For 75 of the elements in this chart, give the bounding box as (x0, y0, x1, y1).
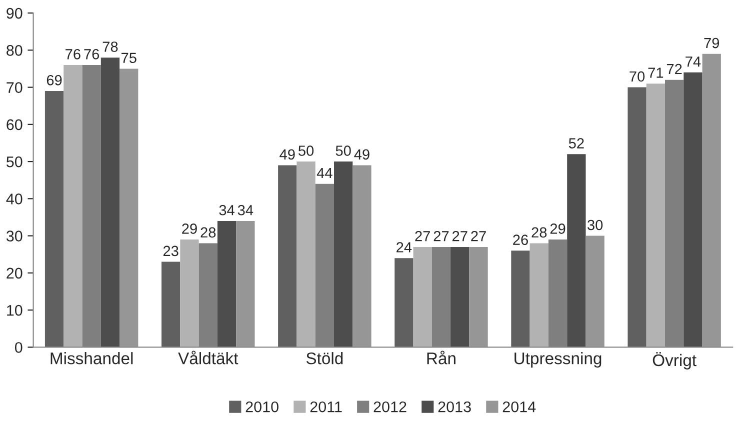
data-label: 76 (84, 49, 100, 60)
x-tick-label: Rån (427, 350, 456, 364)
data-label: 76 (66, 49, 80, 60)
data-label: 26 (513, 234, 528, 245)
y-tick-label: 10 (7, 304, 22, 316)
y-tick-label: 30 (6, 230, 22, 242)
data-label: 75 (122, 52, 136, 64)
data-label: 27 (452, 230, 468, 242)
y-tick-label: 50 (6, 156, 22, 168)
y-tick-label: 70 (6, 82, 22, 93)
data-label: 49 (280, 149, 295, 160)
data-label: 28 (200, 227, 216, 238)
data-label: 24 (396, 242, 412, 252)
bar (217, 220, 236, 348)
bar (296, 162, 316, 348)
legend-label: 2014 (502, 401, 536, 412)
bar (278, 165, 297, 348)
bar (120, 68, 138, 348)
bar (100, 58, 120, 348)
data-label: 52 (568, 138, 584, 148)
data-label: 34 (219, 204, 234, 216)
data-label: 29 (550, 224, 566, 234)
x-tick-label: Misshandel (50, 352, 133, 364)
y-tick-label: 80 (6, 45, 22, 56)
bar (530, 243, 548, 348)
data-label: 74 (686, 56, 701, 67)
data-label: 78 (102, 42, 118, 52)
bar (628, 87, 646, 348)
data-label: 72 (666, 64, 682, 74)
y-tick-label: 90 (6, 8, 22, 19)
x-tick-label: Stöld (306, 352, 343, 364)
data-label: 28 (532, 227, 547, 238)
data-label: 50 (298, 146, 314, 156)
bar (334, 162, 353, 348)
data-label: 44 (316, 168, 332, 178)
data-label: 79 (704, 38, 720, 48)
bar (413, 246, 432, 348)
legend-label: 2011 (310, 401, 342, 412)
legend-label: 2013 (438, 401, 471, 412)
x-tick-label: Utpressning (514, 352, 602, 368)
data-label: 69 (46, 75, 62, 86)
data-label: 70 (630, 71, 645, 82)
bar (511, 250, 530, 348)
data-label: 27 (471, 230, 486, 242)
bar (64, 65, 82, 348)
x-tick-label: Övrigt (652, 352, 696, 370)
data-label: 49 (354, 149, 370, 160)
data-label: 27 (434, 230, 449, 242)
data-label: 29 (182, 224, 197, 234)
bar (394, 258, 414, 348)
bar (162, 262, 180, 348)
bar (567, 154, 586, 348)
y-tick-label: 40 (6, 194, 22, 204)
y-tick-label: 0 (14, 342, 22, 353)
data-label: 27 (415, 230, 430, 242)
y-tick-label: 20 (6, 268, 22, 279)
bar (180, 240, 199, 348)
bar (44, 90, 64, 348)
data-label: 50 (336, 146, 351, 156)
bar (646, 84, 665, 348)
data-label: 71 (648, 68, 664, 78)
legend-label: 2012 (374, 401, 406, 412)
bar (352, 165, 372, 348)
data-label: 34 (238, 204, 254, 216)
y-tick-label: 60 (6, 119, 22, 130)
bar (450, 246, 470, 348)
bar (586, 236, 604, 348)
bar (702, 54, 721, 348)
bar (236, 220, 255, 348)
legend-label: 2010 (246, 401, 278, 412)
data-label: 30 (588, 220, 603, 230)
data-label: 23 (163, 246, 178, 256)
bar (469, 246, 488, 348)
bar (684, 72, 702, 348)
x-tick-label: Våldtäkt (178, 350, 238, 364)
